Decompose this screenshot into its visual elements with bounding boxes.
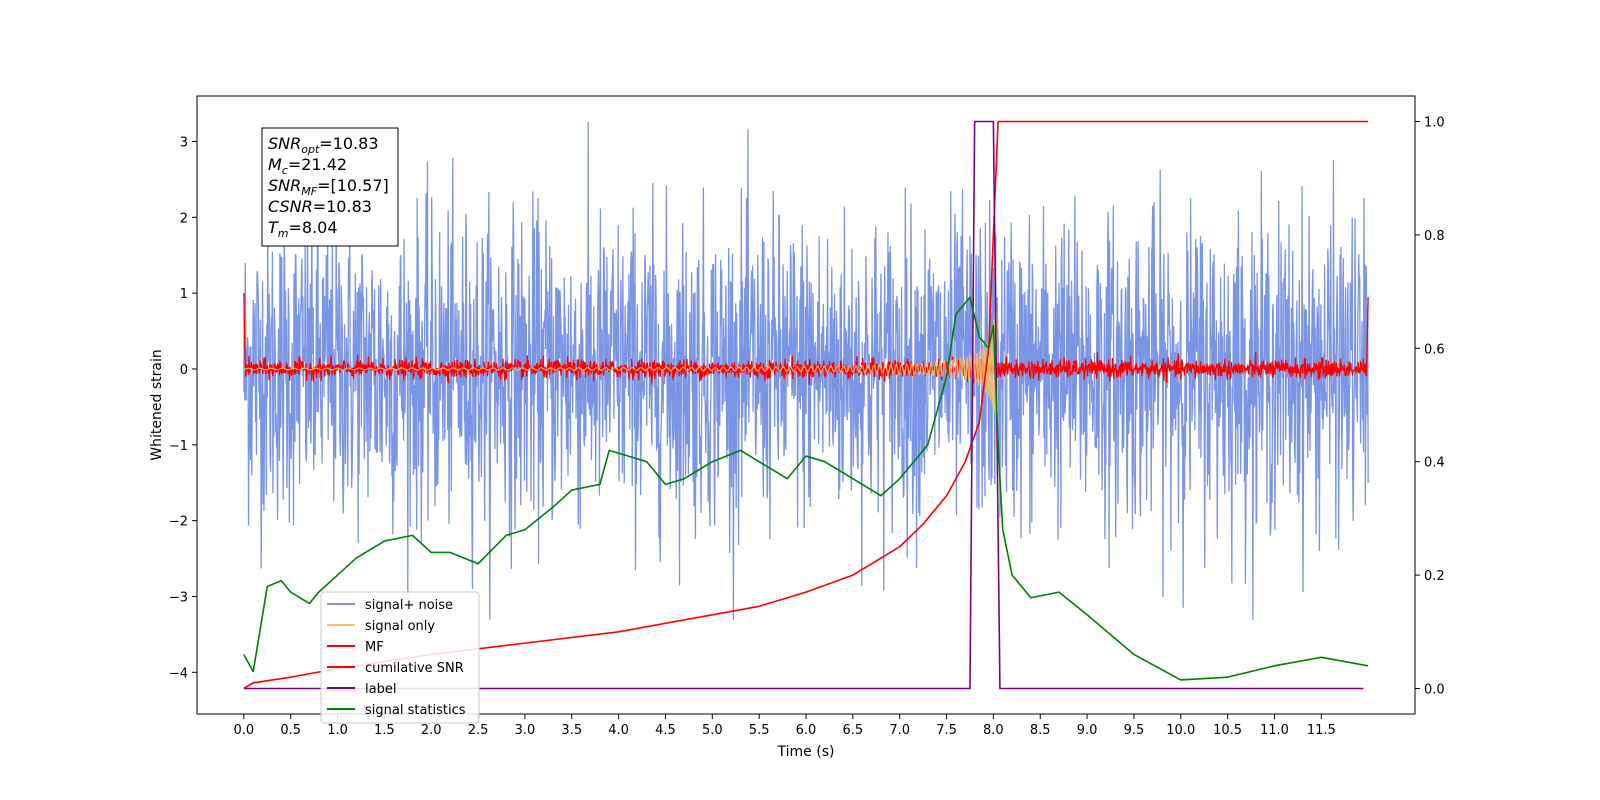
legend-frame [320,591,480,724]
series-line-2 [243,293,1369,386]
y2-tick-label: 0.6 [1424,342,1445,357]
x-tick-label: 10.0 [1166,723,1195,738]
x-axis-label: Time (s) [777,744,835,760]
series-line-4 [243,120,1364,690]
y-tick-label: 1 [180,287,188,302]
y-tick-label: 2 [180,211,188,226]
legend: signal+ noise signal only MF cumilative SNR… [320,591,480,724]
annotation-box: SNRopt=10.83Mc=21.42SNRMF=[10.57]CSNR=10… [261,127,399,247]
x-tick-label: 5.0 [702,723,723,738]
y2-tick-label: 0.8 [1424,229,1445,244]
x-tick-label: 1.5 [374,723,395,738]
x-tick-label: 2.0 [421,723,442,738]
x-tick-label: 0.0 [234,723,255,738]
x-axis: 0.0 0.5 1.0 1.5 2.0 2.5 3.0 3.5 4.0 4.5 5.0 5.5 6.0 6… [234,714,1336,738]
legend-label-1: signal only [365,619,435,634]
y-tick-label: −4 [169,666,188,681]
series-line-0 [243,121,1369,620]
x-tick-label: 11.5 [1307,723,1336,738]
x-tick-label: 3.0 [515,723,536,738]
x-tick-label: 9.0 [1077,723,1098,738]
x-tick-label: 11.0 [1260,723,1289,738]
x-tick-label: 8.5 [1030,723,1051,738]
x-tick-label: 0.5 [280,723,301,738]
y-axis-label: Whitened strain [149,349,165,460]
y-axis-right: 1.0 0.8 0.6 0.4 0.2 0.0 [1415,116,1445,697]
annotation-line: Mc=21.42 [268,155,347,177]
x-tick-label: 6.0 [796,723,817,738]
x-tick-label: 5.5 [749,723,770,738]
series-line-5 [243,296,1369,681]
y-tick-label: 0 [180,363,188,378]
y2-tick-label: 0.0 [1424,682,1445,697]
y-tick-label: −2 [169,515,188,530]
legend-label-4: label [365,682,396,697]
x-tick-label: 10.5 [1213,723,1242,738]
legend-label-3: cumilative SNR [365,661,464,676]
y2-tick-label: 0.2 [1424,569,1445,584]
x-tick-label: 3.5 [561,723,582,738]
series-line-1 [243,311,998,422]
y2-tick-label: 1.0 [1424,116,1445,131]
y-axis-left: 3 2 1 0 −1 −2 −3 −4 [169,135,197,681]
annotation-line: SNRMF=[10.57] [268,176,389,198]
x-tick-label: 6.5 [843,723,864,738]
y-tick-label: 3 [180,135,188,150]
x-tick-label: 9.5 [1124,723,1145,738]
y2-tick-label: 0.4 [1424,456,1445,471]
x-tick-label: 4.0 [608,723,629,738]
x-tick-label: 1.0 [327,723,348,738]
annotation-line: SNRopt=10.83 [268,134,379,156]
annotation-frame [261,127,399,247]
x-tick-label: 4.5 [655,723,676,738]
annotation-line: Tm=8.04 [268,218,338,240]
x-tick-label: 7.0 [889,723,910,738]
x-tick-label: 8.0 [983,723,1004,738]
y-tick-label: −3 [169,590,188,605]
x-tick-label: 7.5 [936,723,957,738]
x-tick-label: 2.5 [468,723,489,738]
legend-label-0: signal+ noise [365,598,453,613]
legend-label-5: signal statistics [365,703,466,718]
legend-label-2: MF [365,640,384,655]
y-tick-label: −1 [169,439,188,454]
annotation-line: CSNR=10.83 [268,197,372,216]
